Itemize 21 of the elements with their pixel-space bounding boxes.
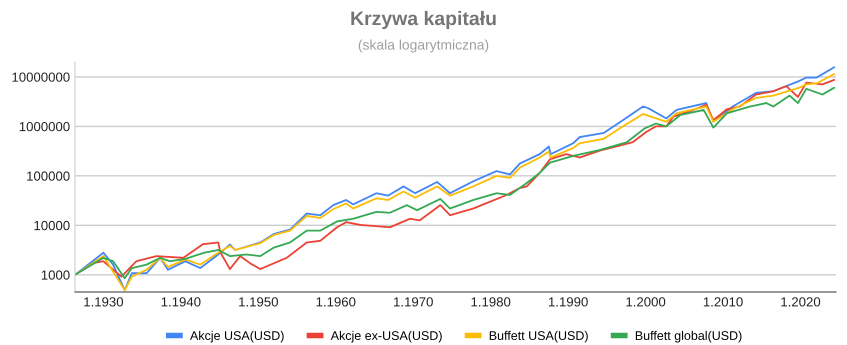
y-tick-label: 100000 — [27, 171, 70, 181]
legend-label: Buffett USA(USD) — [490, 330, 588, 342]
chart-title: Krzywa kapitału — [351, 10, 496, 30]
x-tick-label: 1.1990 — [548, 297, 588, 307]
x-tick-label: 1.1970 — [394, 297, 433, 307]
y-tick-label: 10000 — [34, 220, 70, 230]
x-tick-label: 1.2010 — [704, 297, 743, 307]
x-tick-label: 1.1930 — [84, 297, 124, 307]
legend-label: Buffett global(USD) — [636, 330, 742, 342]
x-tick-label: 1.2000 — [626, 297, 666, 307]
y-tick-label: 1000 — [42, 270, 70, 280]
legend-label: Akcje USA(USD) — [190, 330, 284, 342]
legend-label: Akcje ex-USA(USD) — [330, 330, 442, 342]
chart-subtitle: (skala logarytmiczna) — [358, 40, 488, 52]
x-tick-label: 1.1950 — [239, 297, 278, 307]
y-tick-label: 10000000 — [12, 72, 70, 82]
x-tick-label: 1.2020 — [781, 297, 820, 307]
x-tick-label: 1.1960 — [316, 297, 356, 307]
x-tick-label: 1.1940 — [162, 297, 201, 307]
x-tick-label: 1.1980 — [472, 297, 510, 307]
y-tick-label: 1000000 — [20, 122, 70, 132]
